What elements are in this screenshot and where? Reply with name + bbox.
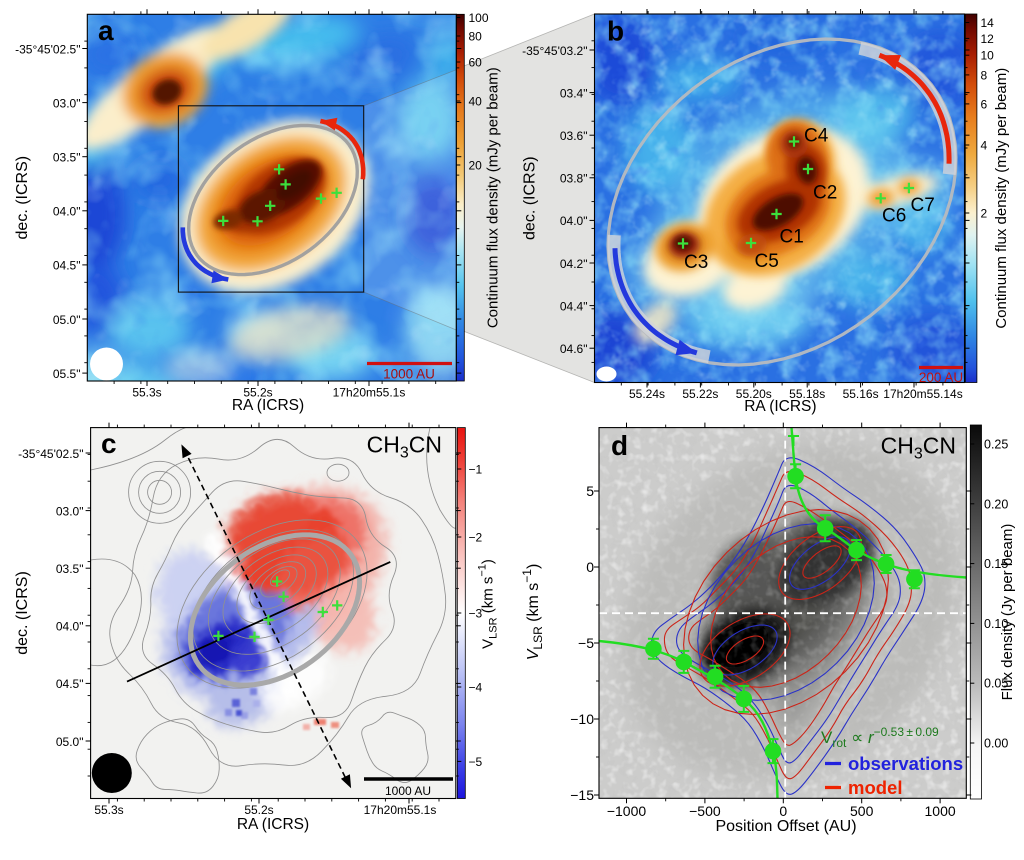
svg-text:C5: C5 [755,251,779,272]
svg-text:8: 8 [981,68,988,82]
svg-text:17h20m55.1s: 17h20m55.1s [364,803,437,817]
svg-text:03.8": 03.8" [560,172,588,186]
svg-text:−1: −1 [469,463,483,477]
svg-text:03.0": 03.0" [56,504,84,518]
svg-text:1000 AU: 1000 AU [385,784,431,798]
svg-text:04.0": 04.0" [560,214,588,228]
svg-text:0.05: 0.05 [984,677,1008,691]
svg-text:60: 60 [469,56,483,70]
svg-text:-35°45'02.5": -35°45'02.5" [15,42,80,56]
svg-text:55.24s: 55.24s [629,387,665,401]
svg-text:RA (ICRS): RA (ICRS) [744,398,816,415]
svg-text:0.00: 0.00 [984,737,1008,751]
svg-text:−5: −5 [578,635,594,651]
svg-text:10: 10 [981,49,995,63]
svg-text:2: 2 [981,207,988,221]
svg-text:Position Offset (AU): Position Offset (AU) [715,818,856,835]
svg-text:04.0": 04.0" [56,620,84,634]
svg-text:Continuum flux density (mJy pe: Continuum flux density (mJy per beam) [993,68,1010,329]
svg-text:Continuum flux density (mJy pe: Continuum flux density (mJy per beam) [485,67,502,328]
svg-text:05.5": 05.5" [53,367,81,381]
svg-text:17h20m55.14s: 17h20m55.14s [883,387,962,401]
svg-text:55.18s: 55.18s [789,387,825,401]
svg-text:55.3s: 55.3s [132,386,161,400]
svg-text:-35°45'03.2": -35°45'03.2" [522,44,587,58]
svg-text:200 AU: 200 AU [919,370,963,385]
svg-text:500: 500 [850,803,874,819]
svg-text:C6: C6 [882,206,906,227]
svg-text:04.4": 04.4" [560,299,588,313]
svg-text:Flux density (Jy per beam): Flux density (Jy per beam) [999,524,1016,701]
svg-text:−4: −4 [469,681,483,695]
svg-text:55.2s: 55.2s [243,386,272,400]
svg-text:55.22s: 55.22s [682,387,718,401]
svg-text:0: 0 [779,803,787,819]
svg-text:20: 20 [469,159,483,173]
svg-text:04.6": 04.6" [560,342,588,356]
svg-text:04.5": 04.5" [53,259,81,273]
svg-text:−5: −5 [469,755,483,769]
svg-text:RA (ICRS): RA (ICRS) [232,397,304,414]
svg-text:a: a [98,15,114,46]
svg-text:C3: C3 [684,252,708,273]
svg-text:55.16s: 55.16s [843,387,879,401]
svg-text:observations: observations [848,753,963,774]
svg-text:04.0": 04.0" [53,205,81,219]
svg-text:6: 6 [981,97,988,111]
svg-text:−15: −15 [570,787,594,803]
svg-text:05.0": 05.0" [56,735,84,749]
svg-text:dec. (ICRS): dec. (ICRS) [522,156,539,240]
svg-text:1000: 1000 [925,803,956,819]
svg-text:−10: −10 [570,711,594,727]
svg-text:dec. (ICRS): dec. (ICRS) [14,156,31,240]
svg-text:04.2": 04.2" [560,257,588,271]
svg-text:C2: C2 [813,183,837,204]
svg-text:17h20m55.1s: 17h20m55.1s [333,386,406,400]
svg-text:04.5": 04.5" [56,677,84,691]
svg-text:model: model [848,777,902,798]
svg-text:14: 14 [981,16,995,30]
svg-text:03.4": 03.4" [560,86,588,100]
svg-text:55.2s: 55.2s [244,803,273,817]
svg-text:55.20s: 55.20s [736,387,772,401]
svg-text:-35°45'02.5": -35°45'02.5" [18,447,83,461]
svg-text:03.5": 03.5" [53,151,81,165]
svg-text:0: 0 [586,559,594,575]
svg-text:b: b [607,16,624,47]
svg-text:C4: C4 [804,126,829,147]
svg-text:C7: C7 [911,195,935,216]
svg-text:4: 4 [981,139,988,153]
svg-text:55.3s: 55.3s [94,803,123,817]
svg-text:0.20: 0.20 [984,497,1008,511]
svg-text:03.6": 03.6" [560,129,588,143]
svg-text:−2: −2 [469,531,483,545]
svg-text:40: 40 [469,95,483,109]
svg-text:5: 5 [586,483,594,499]
svg-text:100: 100 [469,11,489,25]
svg-text:0.10: 0.10 [984,617,1008,631]
svg-text:−500: −500 [689,803,721,819]
svg-text:1000 AU: 1000 AU [383,367,435,382]
svg-text:80: 80 [469,30,483,44]
svg-text:0.25: 0.25 [984,438,1008,452]
svg-text:RA (ICRS): RA (ICRS) [237,816,309,833]
svg-text:c: c [101,428,117,459]
svg-text:−3: −3 [469,607,483,621]
svg-text:03.0": 03.0" [53,96,81,110]
svg-text:03.5": 03.5" [56,562,84,576]
svg-text:dec. (ICRS): dec. (ICRS) [14,571,31,655]
svg-text:0.15: 0.15 [984,557,1008,571]
svg-text:VLSR (km s−1): VLSR (km s−1) [477,559,500,649]
svg-text:VLSR (km s−1): VLSR (km s−1) [520,564,545,661]
svg-text:05.0": 05.0" [53,313,81,327]
svg-text:−1000: −1000 [607,803,647,819]
svg-text:d: d [611,430,628,461]
svg-text:C1: C1 [780,227,804,248]
svg-text:12: 12 [981,32,995,46]
